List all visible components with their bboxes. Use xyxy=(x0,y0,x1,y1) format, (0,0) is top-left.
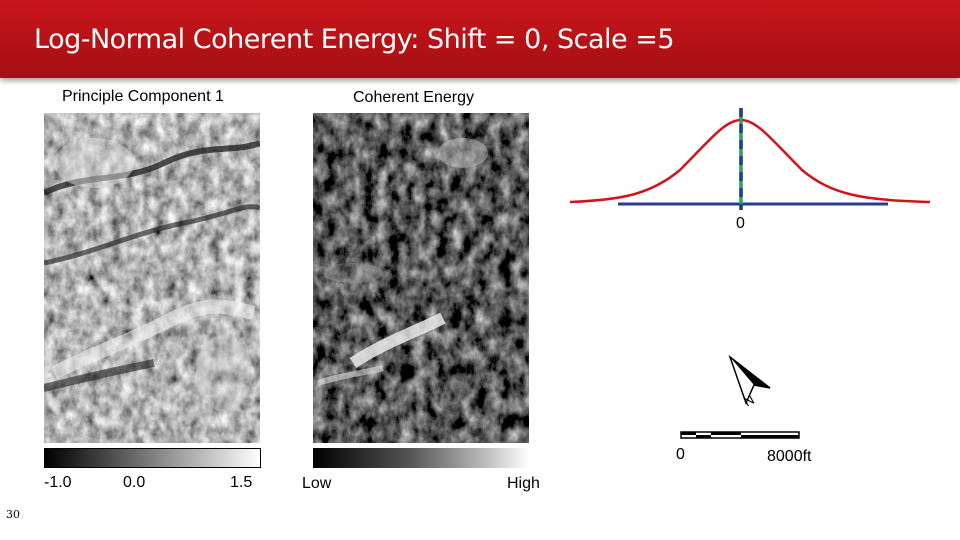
coherent-energy-image xyxy=(313,113,529,443)
lognormal-curve-diagram xyxy=(569,108,931,210)
slide-title: Log-Normal Coherent Energy: Shift = 0, S… xyxy=(34,24,675,55)
scale-bar xyxy=(680,431,800,439)
title-banner: Log-Normal Coherent Energy: Shift = 0, S… xyxy=(0,0,960,78)
left-colorbar-tick-max: 1.5 xyxy=(230,474,253,491)
left-colorbar-tick-mid: 0.0 xyxy=(123,474,146,491)
left-panel-label: Principle Component 1 xyxy=(62,88,224,105)
lognormal-curve xyxy=(569,118,931,204)
left-colorbar-tick-min: -1.0 xyxy=(44,474,72,491)
right-colorbar xyxy=(313,448,529,468)
north-label: N xyxy=(741,392,757,410)
right-panel-label: Coherent Energy xyxy=(353,89,474,106)
slide-number: 30 xyxy=(6,508,20,521)
scale-bar-end: 8000ft xyxy=(767,448,812,465)
left-colorbar xyxy=(44,448,261,468)
north-arrow-icon: N xyxy=(728,355,771,410)
scale-bar-start: 0 xyxy=(676,446,685,463)
curve-zero-label: 0 xyxy=(736,215,745,232)
right-colorbar-low: Low xyxy=(302,475,332,492)
principal-component-image xyxy=(44,113,260,443)
right-colorbar-high: High xyxy=(507,475,540,492)
